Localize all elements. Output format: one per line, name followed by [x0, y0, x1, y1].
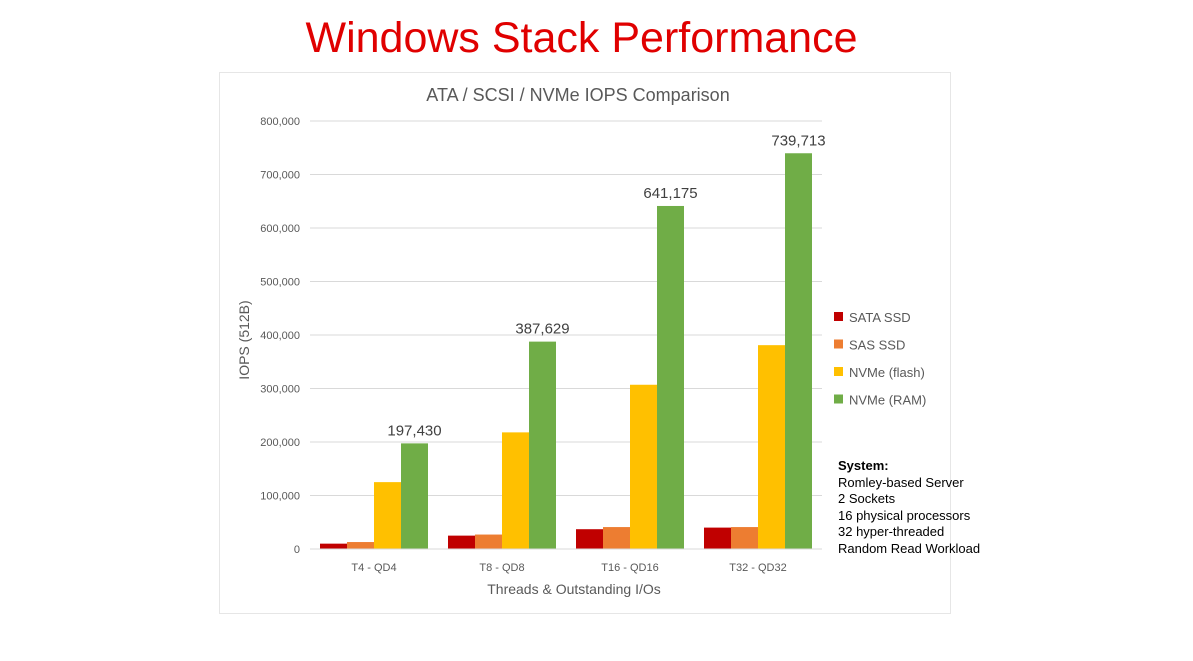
y-tick-label: 300,000 [260, 384, 300, 396]
legend-label: SATA SSD [849, 310, 911, 325]
legend-label: SAS SSD [849, 338, 905, 353]
system-note-heading: System: [838, 458, 889, 473]
y-tick-label: 600,000 [260, 223, 300, 235]
y-tick-label: 700,000 [260, 170, 300, 182]
bar [704, 527, 731, 549]
system-note-line: 16 physical processors [838, 507, 971, 523]
y-tick-label: 200,000 [260, 437, 300, 449]
y-tick-label: 0 [294, 544, 300, 556]
x-tick-label: T32 - QD32 [729, 562, 786, 574]
legend-label: NVMe (RAM) [849, 393, 926, 408]
system-note-line: 32 hyper-threaded [838, 524, 945, 539]
y-tick-label: 800,000 [260, 116, 300, 128]
system-note: System: Romley-based Server 2 Sockets 16… [838, 458, 980, 557]
x-tick-label: T4 - QD4 [351, 562, 396, 574]
x-tick-label: T8 - QD8 [479, 562, 524, 574]
data-label: 641,175 [643, 185, 697, 202]
data-label: 197,430 [387, 422, 441, 439]
system-note-line: 2 Sockets [838, 491, 896, 506]
chart-frame [219, 72, 951, 614]
legend-swatch [834, 394, 843, 404]
legend-swatch [834, 367, 843, 376]
bar [603, 527, 630, 549]
bar [657, 205, 684, 549]
y-tick-label: 400,000 [260, 330, 300, 342]
slide-title: Windows Stack Performance [305, 14, 858, 62]
bar [374, 482, 401, 549]
data-label: 387,629 [515, 321, 569, 338]
chart-title: ATA / SCSI / NVMe IOPS Comparison [426, 85, 729, 105]
bar [731, 527, 758, 549]
bar [347, 542, 374, 549]
y-tick-label: 100,000 [260, 491, 300, 503]
y-axis-title: IOPS (512B) [236, 300, 252, 379]
system-note-line: Romley-based Server [838, 474, 964, 490]
bar [448, 535, 475, 549]
bar [758, 345, 785, 549]
system-note-line: Random Read Workload [838, 540, 981, 556]
data-label: 739,713 [771, 132, 825, 149]
x-axis-title: Threads & Outstanding I/Os [487, 581, 661, 597]
x-tick-label: T16 - QD16 [601, 562, 658, 574]
bar [576, 529, 603, 549]
legend-swatch [834, 339, 843, 349]
bar [475, 534, 502, 549]
bar [320, 543, 347, 549]
legend-label: NVMe (flash) [849, 365, 925, 380]
y-tick-label: 500,000 [260, 277, 300, 289]
bar [401, 443, 428, 549]
legend-swatch [834, 312, 843, 321]
bar [630, 384, 657, 549]
bar [785, 153, 812, 549]
bar [502, 432, 529, 549]
bar [529, 341, 556, 549]
